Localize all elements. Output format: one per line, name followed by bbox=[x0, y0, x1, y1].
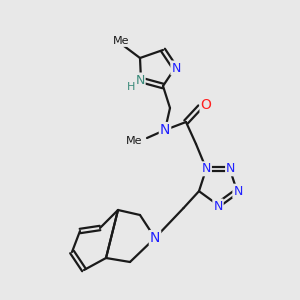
Text: O: O bbox=[201, 98, 212, 112]
Text: H: H bbox=[127, 82, 135, 92]
Text: N: N bbox=[233, 185, 243, 198]
Text: N: N bbox=[171, 61, 181, 74]
Text: N: N bbox=[202, 162, 211, 175]
Text: N: N bbox=[213, 200, 223, 212]
Text: Me: Me bbox=[113, 36, 129, 46]
Text: Me: Me bbox=[125, 136, 142, 146]
Text: N: N bbox=[226, 162, 236, 175]
Text: N: N bbox=[160, 123, 170, 137]
Text: N: N bbox=[135, 74, 145, 86]
Text: N: N bbox=[150, 231, 160, 245]
